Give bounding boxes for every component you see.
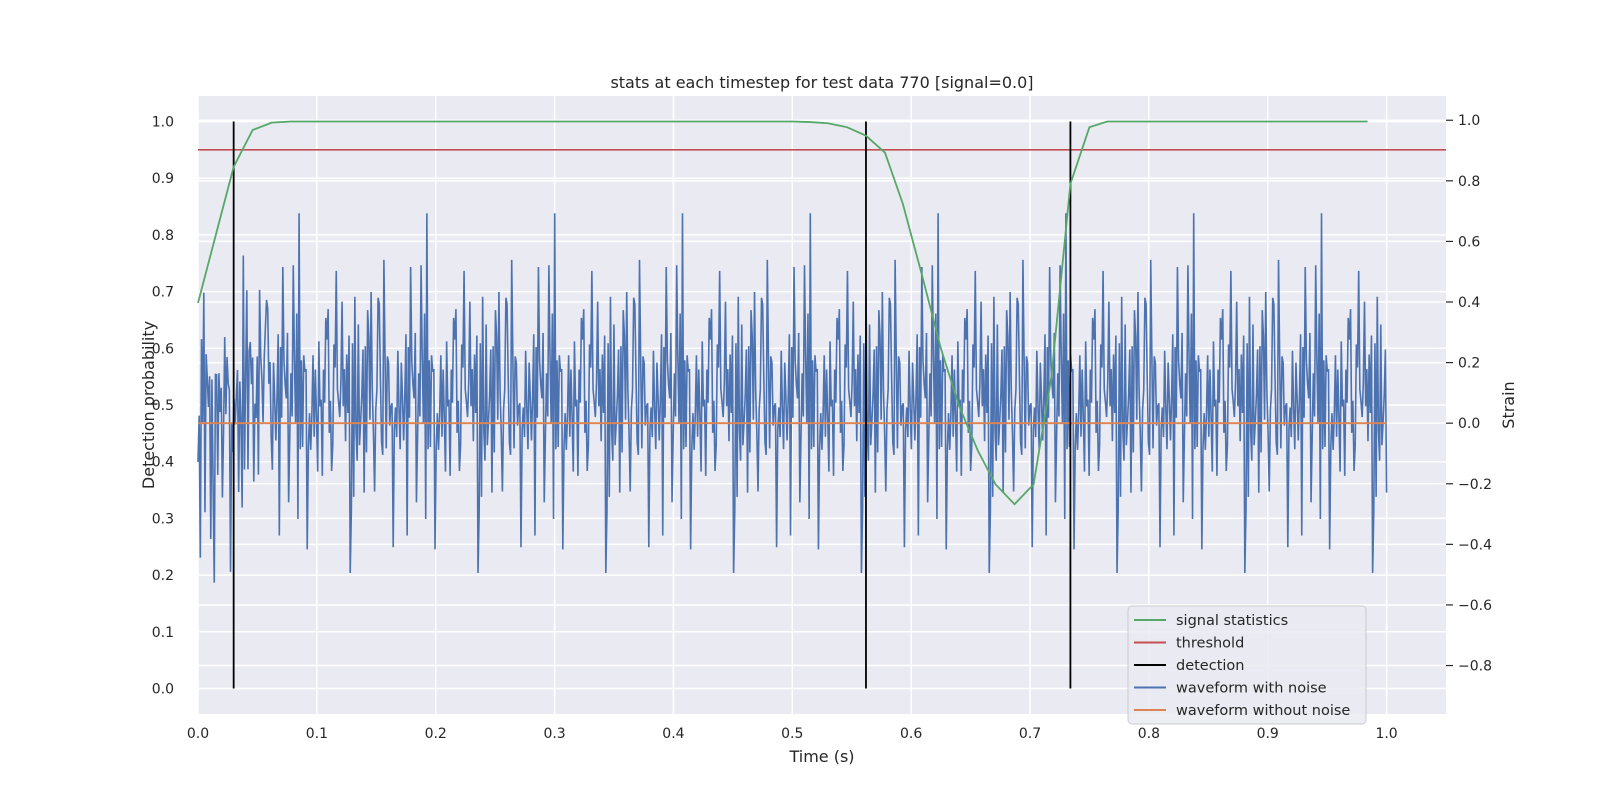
- series-layer: [197, 120, 1446, 689]
- x-tick-label: 0.4: [662, 726, 684, 742]
- x-tick-label: 0.1: [306, 726, 328, 742]
- right-y-tick-label: 0.8: [1458, 174, 1480, 190]
- legend-box: [1127, 605, 1367, 725]
- x-tick-label: 0.9: [1257, 726, 1279, 742]
- right-y-tick-label: −0.2: [1458, 477, 1492, 493]
- x-tick-label: 0.5: [781, 726, 803, 742]
- left-y-tick-label: 0.6: [152, 341, 174, 357]
- x-tick-label: 0.0: [187, 726, 209, 742]
- left-y-tick-label: 0.5: [152, 398, 174, 414]
- left-y-tick-label: 0.8: [152, 228, 174, 244]
- right-y-tick-label: −0.8: [1458, 659, 1492, 675]
- left-y-axis-label: Detection probability: [139, 321, 158, 489]
- legend-label: signal statistics: [1176, 613, 1288, 629]
- right-y-tick-label: 0.2: [1458, 356, 1480, 372]
- left-y-tick-label: 1.0: [152, 115, 174, 131]
- right-y-tick-label: −0.6: [1458, 598, 1492, 614]
- left-y-tick-label: 0.9: [152, 171, 174, 187]
- right-y-tick-label: 0.6: [1458, 234, 1480, 250]
- x-tick-label: 0.3: [543, 726, 565, 742]
- right-y-tick-label: 1.0: [1458, 113, 1480, 129]
- x-tick-label: 1.0: [1375, 726, 1397, 742]
- legend-label: threshold: [1176, 636, 1244, 652]
- x-tick-label: 0.6: [900, 726, 922, 742]
- series-signal-statistics: [197, 120, 1368, 506]
- legend: signal statistics threshold detection wavef…: [1127, 605, 1367, 725]
- right-y-axis-label: Strain: [1499, 381, 1518, 428]
- axes: 0.0 0.1 0.2 0.3 0.4 0.5 0.6 0.7 0.8 0.9 1.0 0.0 0.1 0…: [152, 113, 1492, 742]
- left-y-tick-label: 0.2: [152, 568, 174, 584]
- right-y-tick-label: −0.4: [1458, 537, 1492, 553]
- chart-title: stats at each timestep for test data 770…: [610, 73, 1033, 92]
- x-axis-label: Time (s): [788, 747, 854, 766]
- right-y-tick-label: 0.4: [1458, 295, 1480, 311]
- legend-label: waveform with noise: [1176, 681, 1327, 697]
- x-tick-label: 0.2: [425, 726, 447, 742]
- x-tick-label: 0.8: [1138, 726, 1160, 742]
- left-y-tick-label: 0.3: [152, 511, 174, 527]
- left-y-tick-label: 0.7: [152, 285, 174, 301]
- right-y-tick-label: 0.0: [1458, 416, 1480, 432]
- left-y-tick-label: 0.4: [152, 455, 174, 471]
- x-tick-label: 0.7: [1019, 726, 1041, 742]
- legend-label: waveform without noise: [1176, 703, 1350, 719]
- left-y-tick-label: 0.0: [152, 681, 174, 697]
- legend-label: detection: [1176, 658, 1244, 674]
- left-y-tick-label: 0.1: [152, 625, 174, 641]
